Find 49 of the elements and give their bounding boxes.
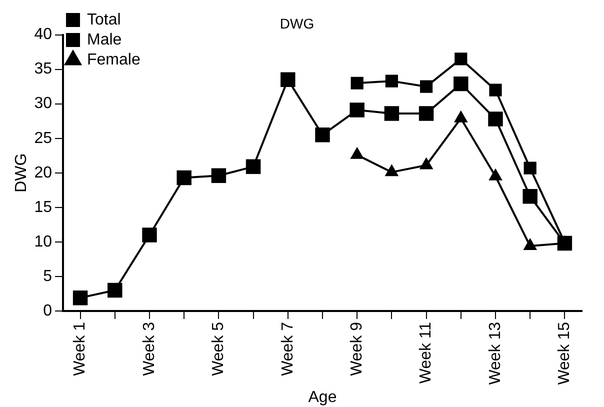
x-axis-title: Age (308, 388, 337, 406)
point (488, 112, 503, 126)
point (420, 158, 432, 170)
legend-label: Male (86, 31, 122, 48)
x-tick-label: Week 13 (486, 322, 504, 385)
x-tick-label: Week 7 (279, 322, 296, 376)
y-tick-label: 10 (34, 233, 52, 250)
point (350, 148, 364, 159)
x-tick-label: Week 9 (348, 322, 366, 376)
point (454, 111, 468, 122)
legend-label: Female (86, 51, 140, 68)
point (350, 76, 364, 90)
point (418, 106, 434, 121)
y-tick-label: 40 (34, 26, 52, 44)
point (524, 239, 536, 250)
y-axis-title: DWG (13, 153, 30, 192)
y-tick-label: 5 (43, 268, 52, 285)
x-tick-label: Week 5 (210, 322, 228, 376)
point (522, 188, 538, 204)
y-tick-label: 15 (34, 198, 52, 216)
point (142, 228, 157, 242)
point (72, 290, 88, 306)
x-tick-label: Week 1 (72, 322, 89, 376)
point (454, 52, 468, 66)
point (524, 162, 536, 174)
point (385, 74, 398, 88)
y-tick-label: 0 (43, 302, 52, 320)
y-tick-label: 35 (34, 60, 52, 78)
point (315, 128, 330, 142)
point (176, 170, 192, 186)
point (280, 72, 296, 88)
chart-title: DWG (280, 15, 314, 32)
y-tick-label: 20 (34, 164, 52, 182)
point (108, 282, 122, 298)
y-tick-label: 25 (34, 130, 52, 147)
point (454, 76, 468, 92)
point (489, 84, 502, 96)
legend-label: Total (86, 11, 121, 28)
x-tick-label: Week 15 (556, 322, 574, 385)
point (246, 159, 261, 174)
point (489, 169, 502, 180)
point (384, 106, 400, 121)
point (211, 168, 226, 183)
point (350, 102, 364, 118)
x-tick-label: Week 3 (140, 322, 158, 376)
point (420, 80, 433, 93)
y-tick-label: 30 (34, 95, 52, 112)
x-tick-label: Week 11 (418, 322, 435, 384)
point (386, 165, 398, 176)
